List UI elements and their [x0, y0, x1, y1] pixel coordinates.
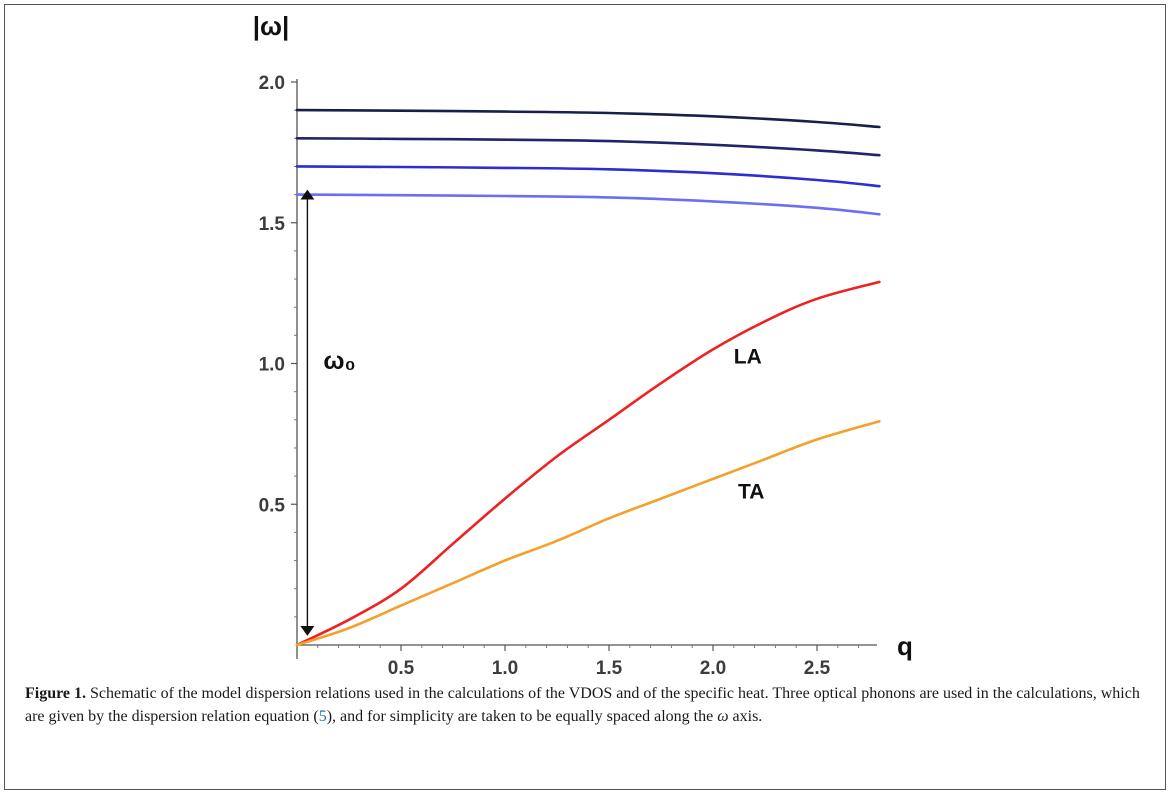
- figure-frame: 0.5 1.0 1.5 2.0 2.5 0.5 1.0 1.5 2.0 |ω| q LA TA …: [4, 4, 1166, 790]
- series-label-la: LA: [734, 346, 762, 369]
- caption-text-2: ), and for simplicity are taken to be eq…: [326, 708, 718, 725]
- x-ticks: 0.5 1.0 1.5 2.0 2.5: [317, 645, 860, 675]
- series-label-ta: TA: [738, 481, 764, 504]
- omega0-label: ω₀: [323, 347, 355, 375]
- y-tick-label: 1.0: [259, 355, 285, 376]
- series-group: LA TA: [295, 108, 881, 647]
- caption-omega: ω: [717, 708, 729, 725]
- x-axis-title: q: [897, 631, 913, 661]
- x-tick-label: 2.5: [804, 658, 831, 675]
- caption-text-1: Schematic of the model dispersion relati…: [25, 685, 1140, 725]
- series-la-line: [295, 280, 881, 647]
- y-tick-label: 2.0: [259, 73, 285, 94]
- y-ticks: 0.5 1.0 1.5 2.0: [259, 73, 297, 618]
- optical-branch-1-line: [295, 108, 881, 129]
- caption-label: Figure 1.: [25, 685, 87, 702]
- dispersion-chart: 0.5 1.0 1.5 2.0 2.5 0.51.01.52.0 |ω| q LATA …: [253, 11, 913, 675]
- optical-branch-3-line: [295, 165, 881, 188]
- y-tick-label: 0.5: [259, 495, 286, 516]
- optical-branch-2-line: [295, 137, 881, 157]
- x-tick-label: 1.5: [596, 658, 623, 675]
- axes: 0.5 1.0 1.5 2.0 2.5 0.5 1.0 1.5 2.0: [259, 73, 877, 675]
- x-tick-label: 2.0: [700, 658, 726, 675]
- caption-text-3: axis.: [728, 708, 763, 725]
- x-tick-label: 0.5: [388, 658, 415, 675]
- x-tick-label: 1.0: [492, 658, 518, 675]
- y-axis-title: |ω|: [253, 11, 290, 41]
- y-tick-label: 1.5: [259, 214, 286, 235]
- figure-caption: Figure 1. Schematic of the model dispers…: [25, 682, 1155, 728]
- equation-reference-link[interactable]: 5: [318, 708, 327, 725]
- series-ta-line: [295, 419, 881, 647]
- optical-branch-4-line: [295, 193, 881, 216]
